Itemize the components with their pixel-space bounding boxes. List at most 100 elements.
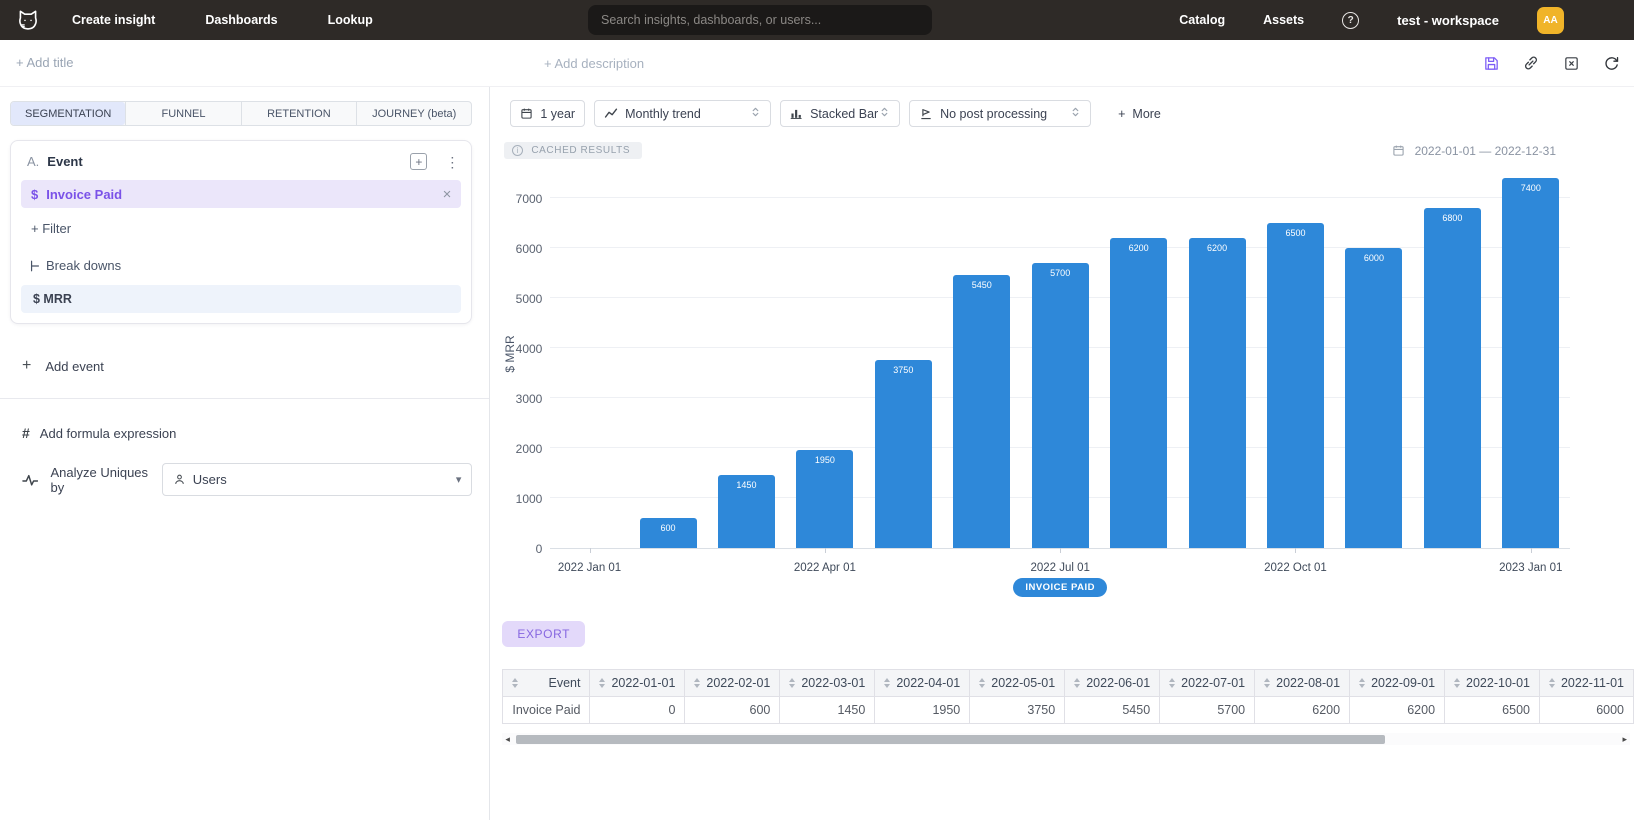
- bar[interactable]: 600: [639, 518, 697, 548]
- app-logo-cat-icon[interactable]: [10, 7, 46, 33]
- bar[interactable]: 6000: [1345, 248, 1403, 548]
- y-tick-label: 1000: [515, 492, 543, 506]
- bar[interactable]: 1450: [717, 475, 775, 548]
- selected-event-row[interactable]: $ Invoice Paid ×: [21, 180, 462, 208]
- date-range-button[interactable]: 1 year: [510, 100, 586, 127]
- table-header-cell[interactable]: 2022-06-01: [1064, 669, 1161, 697]
- table-header-cell[interactable]: 2022-01-01: [589, 669, 686, 697]
- sort-icon[interactable]: [884, 678, 891, 688]
- add-title-field[interactable]: + Add title: [16, 55, 74, 70]
- table-header-cell[interactable]: 2022-07-01: [1159, 669, 1256, 697]
- bar[interactable]: 6500: [1267, 223, 1324, 548]
- bar[interactable]: 6200: [1110, 238, 1168, 548]
- bar-value-label: 3750: [893, 365, 914, 375]
- bar-slot: 3750: [864, 173, 942, 548]
- cached-results-badge: i CACHED RESULTS: [504, 142, 643, 159]
- bar[interactable]: 6200: [1188, 238, 1246, 548]
- bar-slot: 6200: [1099, 173, 1177, 548]
- trend-select[interactable]: Monthly trend: [594, 100, 772, 127]
- nav-item-lookup[interactable]: Lookup: [327, 13, 373, 27]
- chart-type-select[interactable]: Stacked Bar: [780, 100, 901, 127]
- sort-icon[interactable]: [1074, 678, 1081, 688]
- workspace-name[interactable]: test - workspace: [1397, 12, 1499, 28]
- post-processing-select[interactable]: No post processing: [909, 100, 1092, 127]
- export-button[interactable]: EXPORT: [502, 621, 586, 647]
- nav-item-catalog[interactable]: Catalog: [1179, 13, 1226, 27]
- add-measure-icon[interactable]: +: [410, 153, 428, 170]
- sort-icon[interactable]: [1548, 678, 1555, 688]
- sort-icon[interactable]: [512, 678, 519, 688]
- table-horizontal-scrollbar[interactable]: ◂ ▸: [502, 733, 1630, 745]
- bar[interactable]: 5450: [953, 275, 1011, 548]
- bar[interactable]: 7400: [1502, 178, 1560, 548]
- table-header-cell[interactable]: 2022-10-01: [1444, 669, 1540, 697]
- scroll-right-arrow-icon[interactable]: ▸: [1622, 734, 1627, 744]
- bar[interactable]: 1950: [796, 450, 854, 548]
- table-row[interactable]: Invoice Paid 0 600 1450 1950 3750 5450 5700 6200…: [502, 696, 1634, 724]
- legend-item-invoice-paid[interactable]: INVOICE PAID: [1013, 578, 1108, 597]
- event-menu-kebab-icon[interactable]: ⋮: [445, 153, 460, 170]
- bar[interactable]: 3750: [874, 360, 932, 548]
- table-header-cell[interactable]: 2022-05-01: [969, 669, 1066, 697]
- scroll-left-arrow-icon[interactable]: ◂: [505, 734, 510, 744]
- table-cell-value: 6200: [1349, 696, 1446, 724]
- add-event-button[interactable]: + Add event: [22, 358, 489, 374]
- table-header-label: 2022-09-01: [1371, 676, 1436, 690]
- copy-link-icon[interactable]: [1522, 54, 1540, 72]
- bar-slot: 6800: [1413, 173, 1491, 548]
- avatar[interactable]: AA: [1537, 6, 1564, 34]
- results-table-wrap: Event 2022-01-01 2022-02-01 2022-03-01 2022-…: [502, 669, 1634, 724]
- bar-slots: 600 1450 1950 3750 5450 5700 6200 6200 6500 6000 6…: [550, 173, 1570, 548]
- table-header-cell[interactable]: Event: [502, 669, 591, 697]
- tab-retention[interactable]: RETENTION: [240, 102, 356, 125]
- analyze-uniques-select[interactable]: Users ▾: [161, 463, 473, 496]
- nav-item-dashboards[interactable]: Dashboards: [205, 13, 278, 27]
- table-header-label: 2022-01-01: [611, 676, 676, 690]
- analyze-uniques-label: Analyze Uniques by: [50, 464, 149, 495]
- tab-journey[interactable]: JOURNEY (beta): [356, 102, 471, 125]
- nav-item-create-insight[interactable]: Create insight: [72, 13, 156, 27]
- table-header-cell[interactable]: 2022-09-01: [1349, 669, 1446, 697]
- sort-icon[interactable]: [1359, 678, 1366, 688]
- add-formula-button[interactable]: # Add formula expression: [22, 425, 489, 441]
- global-search-input[interactable]: [588, 5, 932, 35]
- bar[interactable]: 6800: [1423, 208, 1481, 548]
- x-tick-mark: [824, 548, 826, 553]
- help-icon[interactable]: ?: [1342, 11, 1360, 29]
- export-excel-icon[interactable]: [1562, 54, 1580, 72]
- result-date-range[interactable]: 2022-01-01 — 2022-12-31: [1392, 144, 1556, 158]
- x-tick-label: 2022 Jan 01: [557, 562, 622, 574]
- bar-value-label: 6800: [1442, 213, 1463, 223]
- refresh-icon[interactable]: [1602, 54, 1620, 72]
- table-header-cell[interactable]: 2022-04-01: [874, 669, 971, 697]
- save-icon[interactable]: [1482, 54, 1500, 72]
- sort-icon[interactable]: [599, 678, 606, 688]
- sort-icon[interactable]: [979, 678, 986, 688]
- sort-icon[interactable]: [1454, 678, 1461, 688]
- formula-hash-icon: #: [22, 425, 30, 441]
- sort-icon[interactable]: [1169, 678, 1176, 688]
- sort-icon[interactable]: [789, 678, 796, 688]
- bar[interactable]: 5700: [1031, 263, 1089, 548]
- bar-chart-icon: [790, 107, 803, 120]
- table-header-cell[interactable]: 2022-03-01: [779, 669, 876, 697]
- sort-icon[interactable]: [1264, 678, 1271, 688]
- add-description-field[interactable]: + Add description: [544, 55, 645, 71]
- table-header-cell[interactable]: 2022-08-01: [1254, 669, 1351, 697]
- y-tick-label: 2000: [515, 442, 543, 456]
- sort-icon[interactable]: [694, 678, 701, 688]
- tab-segmentation[interactable]: SEGMENTATION: [11, 102, 126, 125]
- table-header-cell[interactable]: 2022-11-01: [1538, 669, 1634, 697]
- nav-item-assets[interactable]: Assets: [1263, 13, 1305, 27]
- remove-event-icon[interactable]: ×: [442, 185, 452, 203]
- table-header-cell[interactable]: 2022-02-01: [684, 669, 781, 697]
- y-tick-label: 4000: [515, 342, 543, 356]
- measure-row-mrr[interactable]: $ MRR: [21, 285, 462, 313]
- bar-value-label: 1950: [814, 455, 835, 465]
- more-options-button[interactable]: + More: [1118, 107, 1161, 121]
- add-filter-button[interactable]: + Filter: [31, 221, 72, 236]
- tab-funnel[interactable]: FUNNEL: [125, 102, 240, 125]
- scrollbar-thumb[interactable]: [516, 734, 1385, 744]
- x-tick-label: 2022 Apr 01: [793, 562, 856, 574]
- breakdowns-section[interactable]: Break downs: [11, 236, 471, 273]
